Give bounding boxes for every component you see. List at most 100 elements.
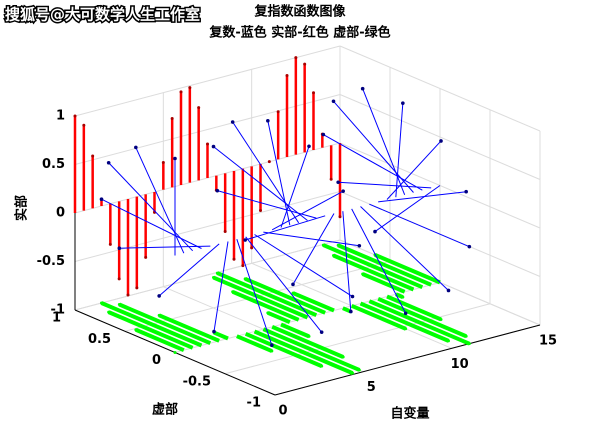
complex-stem xyxy=(351,208,407,314)
complex-marker xyxy=(243,238,247,242)
z-tick-label: -1 xyxy=(51,303,65,318)
complex-stem xyxy=(158,243,220,297)
imag-marker xyxy=(467,342,471,346)
complex-marker xyxy=(464,189,468,194)
imag-stem xyxy=(368,299,471,346)
complex-stem xyxy=(267,120,291,226)
imag-stem xyxy=(236,334,273,353)
grid-line xyxy=(339,94,541,180)
real-marker xyxy=(73,114,77,118)
complex-stem xyxy=(213,241,229,332)
complex-marker xyxy=(211,144,216,149)
imag-marker xyxy=(447,339,450,343)
imag-stem xyxy=(262,327,361,372)
y-axis-label: 虚部 xyxy=(152,402,178,418)
real-marker xyxy=(126,293,130,297)
imag-stem xyxy=(100,301,203,348)
real-marker xyxy=(285,74,289,78)
real-marker xyxy=(206,142,209,146)
imag-stem xyxy=(244,276,326,315)
complex-marker xyxy=(403,311,408,316)
complex-stem xyxy=(342,211,352,312)
complex-stem xyxy=(374,185,441,233)
imag-marker xyxy=(270,349,274,353)
imag-stem xyxy=(374,253,441,285)
imag-stem xyxy=(267,310,291,325)
real-marker xyxy=(117,277,121,281)
imag-stem xyxy=(244,331,323,368)
imag-stem xyxy=(271,324,344,359)
complex-marker xyxy=(134,145,138,150)
complex-marker xyxy=(230,120,235,124)
real-marker xyxy=(338,215,342,219)
x-axis-label: 自变量 xyxy=(390,406,429,422)
imag-marker xyxy=(404,327,408,331)
x-tick-label: 10 xyxy=(451,357,469,372)
imag-stem xyxy=(158,313,220,343)
real-marker xyxy=(259,209,262,213)
imag-marker xyxy=(341,355,345,359)
z-tick-label: -0.5 xyxy=(37,254,65,269)
complex-stem xyxy=(362,88,406,196)
real-marker xyxy=(232,257,236,261)
imag-stem xyxy=(361,272,406,294)
complex-stem xyxy=(101,198,202,249)
complex-stem xyxy=(217,190,317,219)
grid-line xyxy=(74,239,341,311)
real-marker xyxy=(170,116,174,120)
imag-marker xyxy=(320,364,324,368)
complex-stem xyxy=(395,103,404,198)
complex-marker xyxy=(336,180,340,185)
y-tick-label: 1 xyxy=(52,311,61,326)
complex-marker xyxy=(373,229,377,234)
real-marker xyxy=(135,286,139,290)
imag-marker xyxy=(401,295,405,299)
complex-marker xyxy=(266,118,270,123)
complex-marker xyxy=(319,330,324,334)
complex-stem xyxy=(213,146,308,221)
real-marker xyxy=(144,255,148,259)
imag-marker xyxy=(307,334,311,338)
imag-marker xyxy=(134,328,138,332)
watermark: 搜狐号@大可数学人生工作室 xyxy=(5,6,200,24)
complex-stem xyxy=(271,190,344,231)
imag-stem xyxy=(350,303,407,331)
imag-marker xyxy=(100,301,103,305)
complex-marker xyxy=(173,156,177,161)
complex-stem xyxy=(119,245,211,249)
real-marker xyxy=(329,177,333,181)
imag-stem xyxy=(253,329,354,375)
grid-line xyxy=(339,45,541,132)
real-marker xyxy=(223,230,227,234)
complex-stem xyxy=(232,121,300,224)
real-marker xyxy=(267,160,271,164)
complex-marker xyxy=(467,244,472,249)
imag-stem xyxy=(231,289,300,322)
complex-stem xyxy=(236,239,273,346)
imag-marker xyxy=(336,243,340,247)
real-marker xyxy=(294,56,298,60)
imag-marker xyxy=(107,310,111,314)
imag-marker xyxy=(321,243,325,247)
imag-stem xyxy=(292,291,335,313)
complex-stem xyxy=(263,231,360,247)
complex-marker xyxy=(341,189,345,193)
real-marker xyxy=(312,91,315,95)
y-tick-label: 0.5 xyxy=(88,332,111,347)
grid-line xyxy=(224,303,491,375)
real-marker xyxy=(241,264,245,268)
real-marker xyxy=(91,154,95,158)
y-tick-label: -0.5 xyxy=(183,374,211,389)
complex-marker xyxy=(215,188,220,193)
axis-line xyxy=(274,324,541,396)
z-axis-label: 实部 xyxy=(14,195,30,221)
imag-marker xyxy=(173,351,177,354)
imag-stem xyxy=(377,296,467,339)
imag-stem xyxy=(212,275,309,320)
real-marker xyxy=(179,90,183,94)
y-tick-label: 0 xyxy=(152,353,161,368)
imag-marker xyxy=(117,302,121,306)
imag-marker xyxy=(361,272,365,276)
imag-stem xyxy=(280,322,310,339)
